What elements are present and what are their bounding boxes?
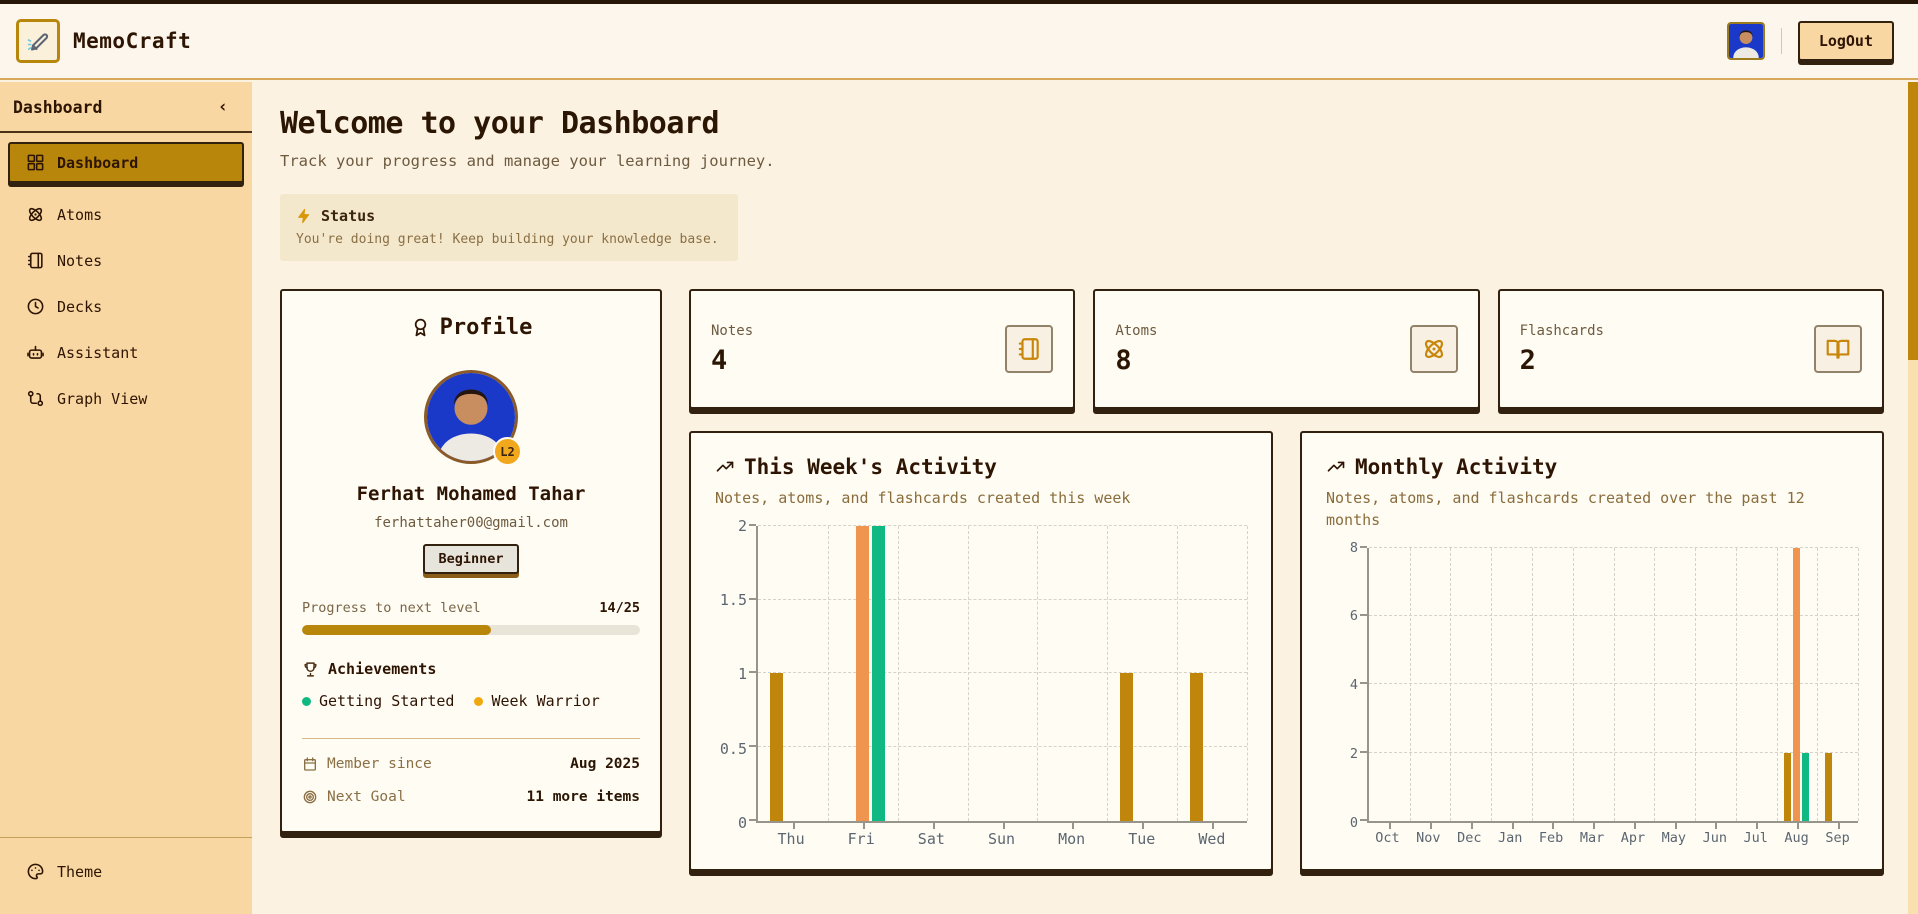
chart-subtitle: Notes, atoms, and flashcards created ove…	[1326, 489, 1805, 529]
graph-network-icon	[27, 390, 44, 407]
profile-avatar	[424, 370, 518, 464]
sidebar-item-graph-view[interactable]: Graph View	[8, 379, 244, 418]
sidebar-item-assistant[interactable]: Assistant	[8, 333, 244, 372]
trending-up-icon	[1327, 461, 1345, 472]
sidebar: Dashboard ‹ Dashboard Atoms Notes	[0, 82, 252, 914]
achievement-badge: Getting Started	[302, 692, 454, 710]
achievements-title: Achievements	[328, 660, 437, 678]
weekly-activity-card: This Week's Activity Notes, atoms, and f…	[689, 431, 1273, 871]
pencil-icon	[27, 33, 49, 51]
sidebar-item-label: Assistant	[57, 343, 139, 362]
status-message: You're doing great! Keep building your k…	[296, 232, 719, 247]
notebook-icon	[27, 252, 43, 269]
app-logo	[16, 19, 60, 63]
trophy-icon	[304, 661, 317, 677]
app-header: MemoCraft LogOut	[0, 0, 1918, 80]
achievement-label: Getting Started	[319, 692, 455, 710]
page-subtitle: Track your progress and manage your lear…	[280, 152, 775, 170]
sidebar-title: Dashboard	[13, 97, 103, 117]
stat-label: Flashcards	[1519, 322, 1604, 339]
clock-icon	[27, 298, 44, 315]
header-divider	[1780, 28, 1782, 54]
profile-card-title: Profile	[439, 315, 533, 340]
user-avatar[interactable]	[1726, 22, 1765, 60]
achievement-dot	[474, 696, 484, 706]
profile-email: ferhattaher00@gmail.com	[374, 515, 568, 531]
profile-name: Ferhat Mohamed Tahar	[356, 483, 586, 505]
scrollbar-thumb[interactable]	[1908, 82, 1918, 360]
member-since-label: Member since	[327, 756, 432, 772]
progress-bar	[302, 625, 640, 635]
profile-divider	[302, 738, 640, 739]
stat-card-flashcards: Flashcards 2	[1497, 289, 1884, 409]
sidebar-item-label: Decks	[57, 297, 103, 316]
sidebar-item-label: Graph View	[57, 389, 148, 408]
achievement-badge: Week Warrior	[474, 692, 600, 710]
sidebar-collapse-button[interactable]: ‹	[217, 97, 228, 117]
notebook-icon	[1005, 325, 1054, 373]
bot-icon	[27, 345, 44, 359]
sidebar-item-decks[interactable]: Decks	[8, 287, 244, 326]
monthly-activity-card: Monthly Activity Notes, atoms, and flash…	[1300, 431, 1884, 871]
next-goal-value: 11 more items	[526, 789, 641, 805]
trending-up-icon	[716, 461, 734, 472]
rank-badge: Beginner	[423, 544, 519, 574]
main-content: Welcome to your Dashboard Track your pro…	[252, 82, 1908, 914]
status-banner: Status You're doing great! Keep building…	[280, 194, 738, 261]
target-icon	[303, 790, 317, 804]
profile-card: Profile L2 Ferhat Mohamed Tahar ferhatta…	[280, 289, 662, 833]
stat-label: Notes	[711, 322, 754, 339]
app-title: MemoCraft	[73, 29, 192, 53]
theme-toggle[interactable]: Theme	[8, 852, 244, 891]
monthly-bar-chart: 0 2 4 6 8 Oct Nov Dec Jan Feb Mar Apr May Jun Jul Aug Se…	[1326, 540, 1859, 850]
book-open-icon	[1814, 325, 1862, 373]
level-badge: L2	[493, 437, 522, 466]
next-goal-label: Next Goal	[327, 789, 406, 805]
atom-icon	[28, 207, 43, 222]
page-title: Welcome to your Dashboard	[280, 106, 720, 141]
stat-card-atoms: Atoms 8	[1093, 289, 1480, 409]
stat-value: 4	[711, 344, 728, 376]
layout-grid-icon	[27, 154, 44, 171]
palette-icon	[27, 863, 44, 880]
zap-icon	[298, 208, 310, 224]
window-top-edge	[0, 0, 1918, 4]
progress-label: Progress to next level	[302, 600, 481, 616]
achievement-dot	[302, 696, 311, 706]
sidebar-item-dashboard[interactable]: Dashboard	[8, 142, 244, 183]
weekly-bar-chart: 0 0.5 1 1.5 2 Thu Fri Sat Sun Mon Tue Wed	[715, 517, 1248, 849]
calendar-icon	[304, 757, 316, 771]
sidebar-item-label: Notes	[57, 251, 103, 270]
theme-label: Theme	[57, 862, 103, 881]
stat-value: 2	[1519, 344, 1536, 376]
stat-card-notes: Notes 4	[689, 289, 1076, 409]
award-icon	[414, 318, 426, 337]
chart-title: Monthly Activity	[1355, 455, 1558, 479]
page-scrollbar[interactable]	[1908, 82, 1918, 914]
stat-label: Atoms	[1115, 322, 1158, 339]
member-since-value: Aug 2025	[570, 756, 640, 772]
sidebar-item-label: Dashboard	[57, 153, 139, 172]
progress-value: 14/25	[599, 600, 640, 616]
sidebar-item-label: Atoms	[57, 205, 103, 224]
atom-icon	[1409, 325, 1458, 373]
sidebar-item-notes[interactable]: Notes	[8, 241, 244, 280]
progress-bar-fill	[302, 625, 492, 635]
avatar-photo	[1728, 24, 1763, 58]
achievement-label: Week Warrior	[491, 692, 600, 710]
status-title: Status	[321, 207, 376, 225]
chart-subtitle: Notes, atoms, and flashcards created thi…	[715, 489, 1131, 507]
sidebar-item-atoms[interactable]: Atoms	[8, 195, 244, 234]
stat-value: 8	[1115, 344, 1132, 376]
logout-button[interactable]: LogOut	[1797, 21, 1894, 61]
chart-title: This Week's Activity	[744, 455, 997, 479]
